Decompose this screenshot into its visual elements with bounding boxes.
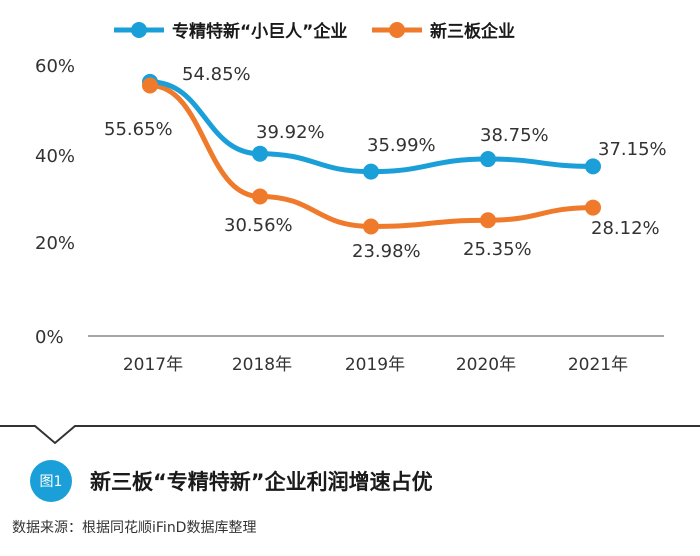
data-point-small-giant bbox=[480, 151, 496, 168]
data-label: 28.12% bbox=[591, 218, 660, 239]
data-labels-small-giant: 55.65% 39.92% 35.99% 38.75% 37.15% bbox=[104, 119, 667, 160]
data-points bbox=[142, 73, 601, 235]
legend-marker-small-giant bbox=[131, 22, 147, 38]
data-label: 25.35% bbox=[463, 239, 532, 260]
y-tick-label: 60% bbox=[35, 56, 75, 77]
data-label: 38.75% bbox=[480, 125, 549, 146]
data-labels-neeq: 54.85% 30.56% 23.98% 25.35% 28.12% bbox=[182, 64, 660, 262]
x-tick-label: 2021年 bbox=[568, 355, 628, 375]
x-axis: 2017年 2018年 2019年 2020年 2021年 bbox=[123, 355, 628, 375]
line-chart: 专精特新“小巨人”企业 新三板企业 60% 40% 20% 0% 2017年 2… bbox=[0, 21, 700, 445]
data-point-neeq bbox=[252, 188, 268, 205]
figure-caption: 图1 新三板“专精特新”企业利润增速占优 bbox=[30, 460, 433, 502]
data-point-neeq bbox=[585, 199, 601, 216]
series-line-neeq bbox=[147, 83, 596, 229]
figure-title: 新三板“专精特新”企业利润增速占优 bbox=[90, 470, 433, 494]
data-label: 23.98% bbox=[352, 241, 421, 262]
legend-label-neeq: 新三板企业 bbox=[430, 21, 515, 42]
data-source: 数据来源：根据同花顺iFinD数据库整理 bbox=[12, 520, 257, 536]
data-point-neeq bbox=[480, 212, 496, 229]
y-axis: 60% 40% 20% 0% bbox=[35, 56, 75, 348]
data-point-small-giant bbox=[363, 163, 379, 180]
data-label: 54.85% bbox=[182, 64, 251, 85]
x-tick-label: 2019年 bbox=[345, 355, 405, 375]
x-tick-label: 2020年 bbox=[456, 355, 516, 375]
data-label: 39.92% bbox=[256, 122, 325, 143]
y-tick-label: 0% bbox=[35, 327, 64, 348]
data-point-small-giant bbox=[585, 158, 601, 175]
figure-badge: 图1 bbox=[30, 460, 72, 502]
y-tick-label: 20% bbox=[35, 233, 75, 254]
divider bbox=[0, 425, 700, 445]
x-tick-label: 2017年 bbox=[123, 355, 183, 375]
data-label: 37.15% bbox=[598, 139, 667, 160]
legend: 专精特新“小巨人”企业 新三板企业 bbox=[114, 21, 515, 42]
data-point-small-giant bbox=[252, 145, 268, 162]
y-tick-label: 40% bbox=[35, 146, 75, 167]
data-label: 55.65% bbox=[104, 119, 173, 140]
data-label: 30.56% bbox=[224, 215, 293, 236]
legend-label-small-giant: 专精特新“小巨人”企业 bbox=[172, 21, 347, 42]
data-point-neeq bbox=[363, 218, 379, 235]
legend-marker-neeq bbox=[389, 22, 405, 38]
x-tick-label: 2018年 bbox=[232, 355, 292, 375]
data-label: 35.99% bbox=[367, 135, 436, 156]
data-point-neeq bbox=[142, 77, 158, 94]
